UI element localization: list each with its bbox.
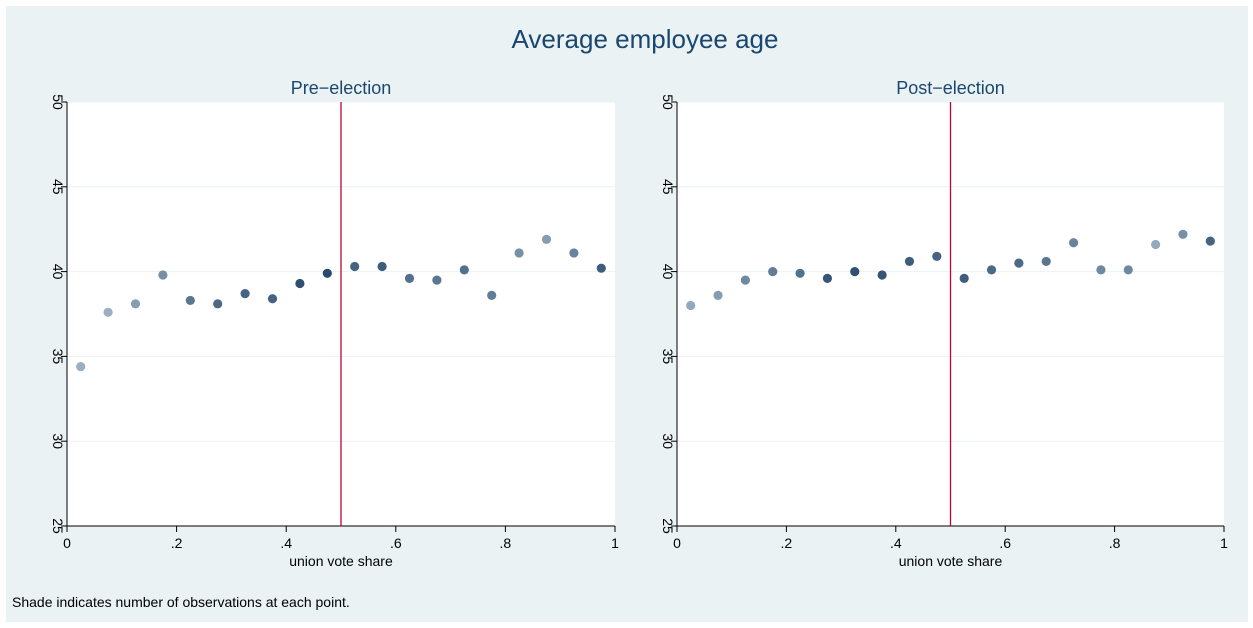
scatter-point-pre — [267, 294, 278, 304]
panel-title-post: Post−election — [896, 78, 1005, 98]
y-tick-label-post: 40 — [660, 264, 676, 280]
y-tick-label-pre: 35 — [50, 349, 66, 365]
scatter-point-pre — [514, 248, 524, 258]
y-tick-label-post: 35 — [660, 349, 676, 365]
scatter-point-post — [1014, 258, 1024, 268]
scatter-point-post — [932, 251, 942, 261]
scatter-point-post — [959, 273, 969, 283]
y-tick-label-pre: 25 — [50, 518, 66, 534]
scatter-point-pre — [76, 361, 86, 372]
x-tick-label-pre: 1 — [611, 535, 619, 551]
panel-pre: Pre−election 25 30 35 40 45 50 0 .2 .4 .6 .8 1 union … — [50, 78, 619, 569]
scatter-point-pre — [185, 295, 195, 306]
x-tick-label-pre: 0 — [63, 535, 71, 551]
scatter-point-pre — [295, 278, 305, 289]
y-tick-label-pre: 45 — [50, 179, 66, 195]
x-tick-label-pre: .8 — [500, 535, 512, 551]
scatter-point-post — [713, 290, 723, 300]
scatter-point-post — [822, 273, 833, 283]
scatter-point-pre — [487, 290, 497, 300]
scatter-point-post — [1151, 239, 1161, 250]
scatter-point-pre — [459, 265, 469, 275]
x-tick-label-post: .2 — [781, 535, 793, 551]
x-axis-title-post: union vote share — [899, 553, 1003, 569]
scatter-point-post — [1123, 265, 1133, 275]
panel-title-pre: Pre−election — [291, 78, 392, 98]
y-tick-label-post: 30 — [660, 433, 676, 449]
scatter-point-pre — [240, 289, 250, 299]
scatter-point-post — [740, 275, 750, 285]
scatter-point-post — [1096, 265, 1106, 275]
panel-post: Post−election 25 30 35 40 45 50 0 .2 .4 .6 .8 1 union… — [660, 78, 1228, 569]
scatter-point-pre — [103, 307, 113, 317]
x-tick-label-pre: .6 — [390, 535, 402, 551]
x-tick-label-post: 1 — [1220, 535, 1228, 551]
chart-figure: Average employee age Shade indicates num… — [6, 6, 1248, 622]
scatter-point-pre — [350, 261, 360, 272]
scatter-point-post — [986, 265, 997, 275]
scatter-point-post — [795, 268, 805, 278]
scatter-point-post — [686, 300, 696, 311]
scatter-point-pre — [596, 263, 606, 273]
y-tick-label-post: 45 — [660, 179, 676, 195]
scatter-point-pre — [432, 275, 442, 285]
chart-canvas: Average employee age Shade indicates num… — [12, 24, 1228, 610]
scatter-point-pre — [569, 248, 579, 258]
chart-title: Average employee age — [512, 24, 779, 54]
scatter-point-post — [1068, 238, 1079, 248]
scatter-point-pre — [404, 273, 415, 283]
y-tick-label-post: 50 — [660, 94, 676, 110]
scatter-point-pre — [213, 299, 223, 309]
scatter-point-pre — [541, 234, 552, 244]
x-tick-label-pre: .4 — [280, 535, 292, 551]
scatter-point-post — [850, 267, 860, 277]
scatter-point-pre — [377, 261, 387, 272]
scatter-point-pre — [130, 299, 141, 309]
x-axis-title-pre: union vote share — [289, 553, 393, 569]
x-tick-label-post: 0 — [673, 535, 681, 551]
scatter-point-pre — [158, 270, 168, 280]
scatter-point-post — [1205, 236, 1215, 246]
y-tick-label-pre: 30 — [50, 433, 66, 449]
scatter-point-post — [877, 270, 887, 280]
scatter-point-pre — [322, 268, 332, 278]
x-tick-label-pre: .2 — [171, 535, 183, 551]
y-tick-label-pre: 50 — [50, 94, 66, 110]
scatter-point-post — [768, 267, 778, 277]
scatter-point-post — [1178, 229, 1188, 239]
x-tick-label-post: .6 — [999, 535, 1011, 551]
y-tick-label-pre: 40 — [50, 264, 66, 280]
chart-note: Shade indicates number of observations a… — [12, 594, 350, 610]
x-tick-label-post: .8 — [1109, 535, 1121, 551]
x-tick-label-post: .4 — [890, 535, 902, 551]
scatter-point-post — [1041, 256, 1051, 267]
y-tick-label-post: 25 — [660, 518, 676, 534]
scatter-point-post — [904, 256, 915, 267]
